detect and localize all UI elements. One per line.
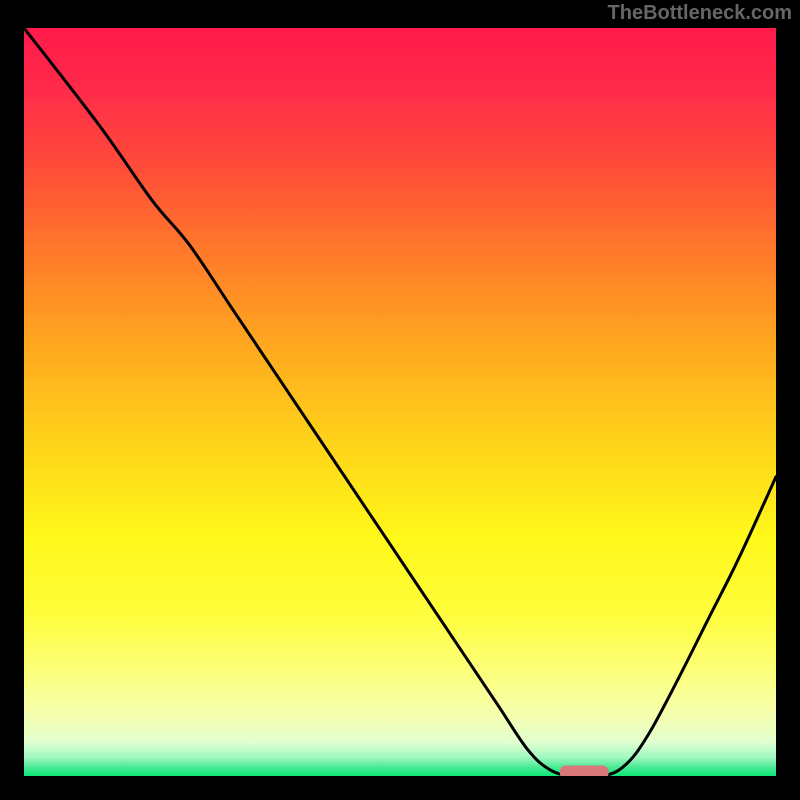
bottleneck-curve-chart: [24, 28, 776, 776]
optimal-marker: [560, 766, 609, 776]
gradient-background: [24, 28, 776, 776]
plot-area: [24, 28, 776, 776]
chart-container: TheBottleneck.com: [0, 0, 800, 800]
watermark-text: TheBottleneck.com: [608, 2, 792, 25]
